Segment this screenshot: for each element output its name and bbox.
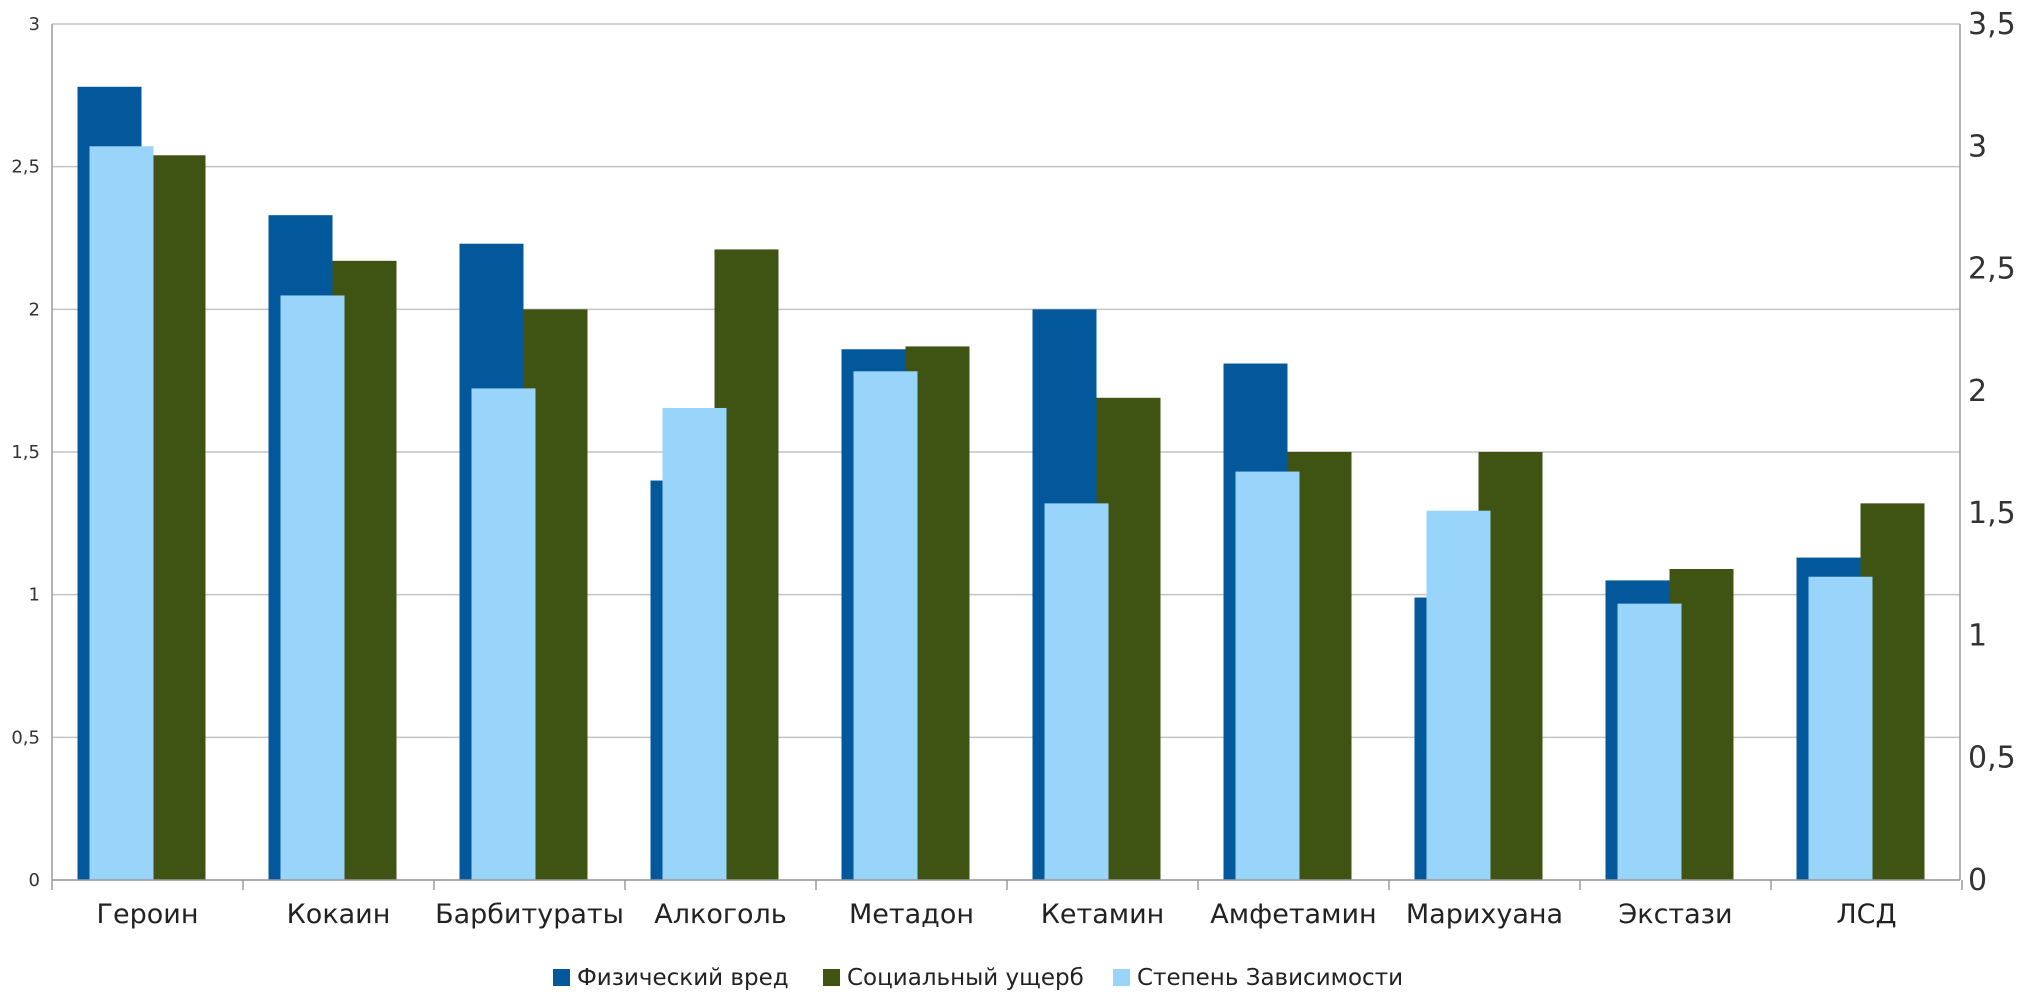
right-tick-label-2: 1 xyxy=(1968,618,1987,653)
category-label-1: Кокаин xyxy=(287,899,391,930)
category-label-8: Экстази xyxy=(1618,899,1732,930)
category-label-0: Героин xyxy=(97,899,199,930)
left-tick-label-2: 1 xyxy=(29,585,40,606)
bar-2-2 xyxy=(471,388,536,880)
legend-swatch-2 xyxy=(1113,969,1130,986)
legend-swatch-0 xyxy=(553,969,570,986)
left-tick-label-1: 0,5 xyxy=(11,727,40,748)
right-tick-label-6: 3 xyxy=(1968,129,1987,164)
legend-label-2: Степень Зависимости xyxy=(1137,965,1403,991)
bar-2-7 xyxy=(1426,510,1491,880)
left-tick-label-0: 0 xyxy=(29,870,40,891)
left-tick-label-5: 2,5 xyxy=(11,157,40,178)
category-label-3: Алкоголь xyxy=(654,899,786,930)
category-label-5: Кетамин xyxy=(1041,899,1165,930)
bars xyxy=(77,86,1925,881)
category-label-2: Барбитураты xyxy=(435,899,624,930)
right-tick-label-4: 2 xyxy=(1968,374,1987,409)
legend-label-1: Социальный ущерб xyxy=(847,965,1084,991)
right-tick-label-1: 0,5 xyxy=(1968,741,2016,776)
bar-2-9 xyxy=(1808,576,1873,880)
right-tick-label-0: 0 xyxy=(1968,863,1987,898)
axes xyxy=(51,24,1963,890)
legend-swatch-1 xyxy=(823,969,840,986)
left-axis-ticks: 0 0,5 1 1,5 2 2,5 3 xyxy=(11,14,40,891)
left-tick-label-6: 3 xyxy=(29,14,40,35)
right-tick-label-3: 1,5 xyxy=(1968,496,2016,531)
bar-2-8 xyxy=(1617,603,1682,880)
category-labels: Героин Кокаин Барбитураты Алкоголь Метадон Ке… xyxy=(97,899,1897,930)
right-tick-label-7: 3,5 xyxy=(1968,7,2016,42)
category-label-7: Марихуана xyxy=(1406,899,1563,930)
bar-2-4 xyxy=(853,371,918,880)
bar-2-5 xyxy=(1044,503,1109,880)
category-label-9: ЛСД xyxy=(1836,899,1896,930)
bar-2-3 xyxy=(662,407,727,880)
legend: Физический вред Социальный ущерб Степень З… xyxy=(553,965,1403,991)
bar-2-6 xyxy=(1235,471,1300,880)
category-label-4: Метадон xyxy=(849,899,974,930)
right-axis-ticks: 0 0,5 1 1,5 2 2,5 3 3,5 xyxy=(1968,7,2016,898)
category-label-6: Амфетамин xyxy=(1210,899,1376,930)
bar-2-1 xyxy=(280,295,345,881)
left-tick-label-4: 2 xyxy=(29,299,40,320)
bar-2-0 xyxy=(89,146,154,881)
legend-label-0: Физический вред xyxy=(577,965,789,991)
left-tick-label-3: 1,5 xyxy=(11,442,40,463)
right-tick-label-5: 2,5 xyxy=(1968,252,2016,287)
